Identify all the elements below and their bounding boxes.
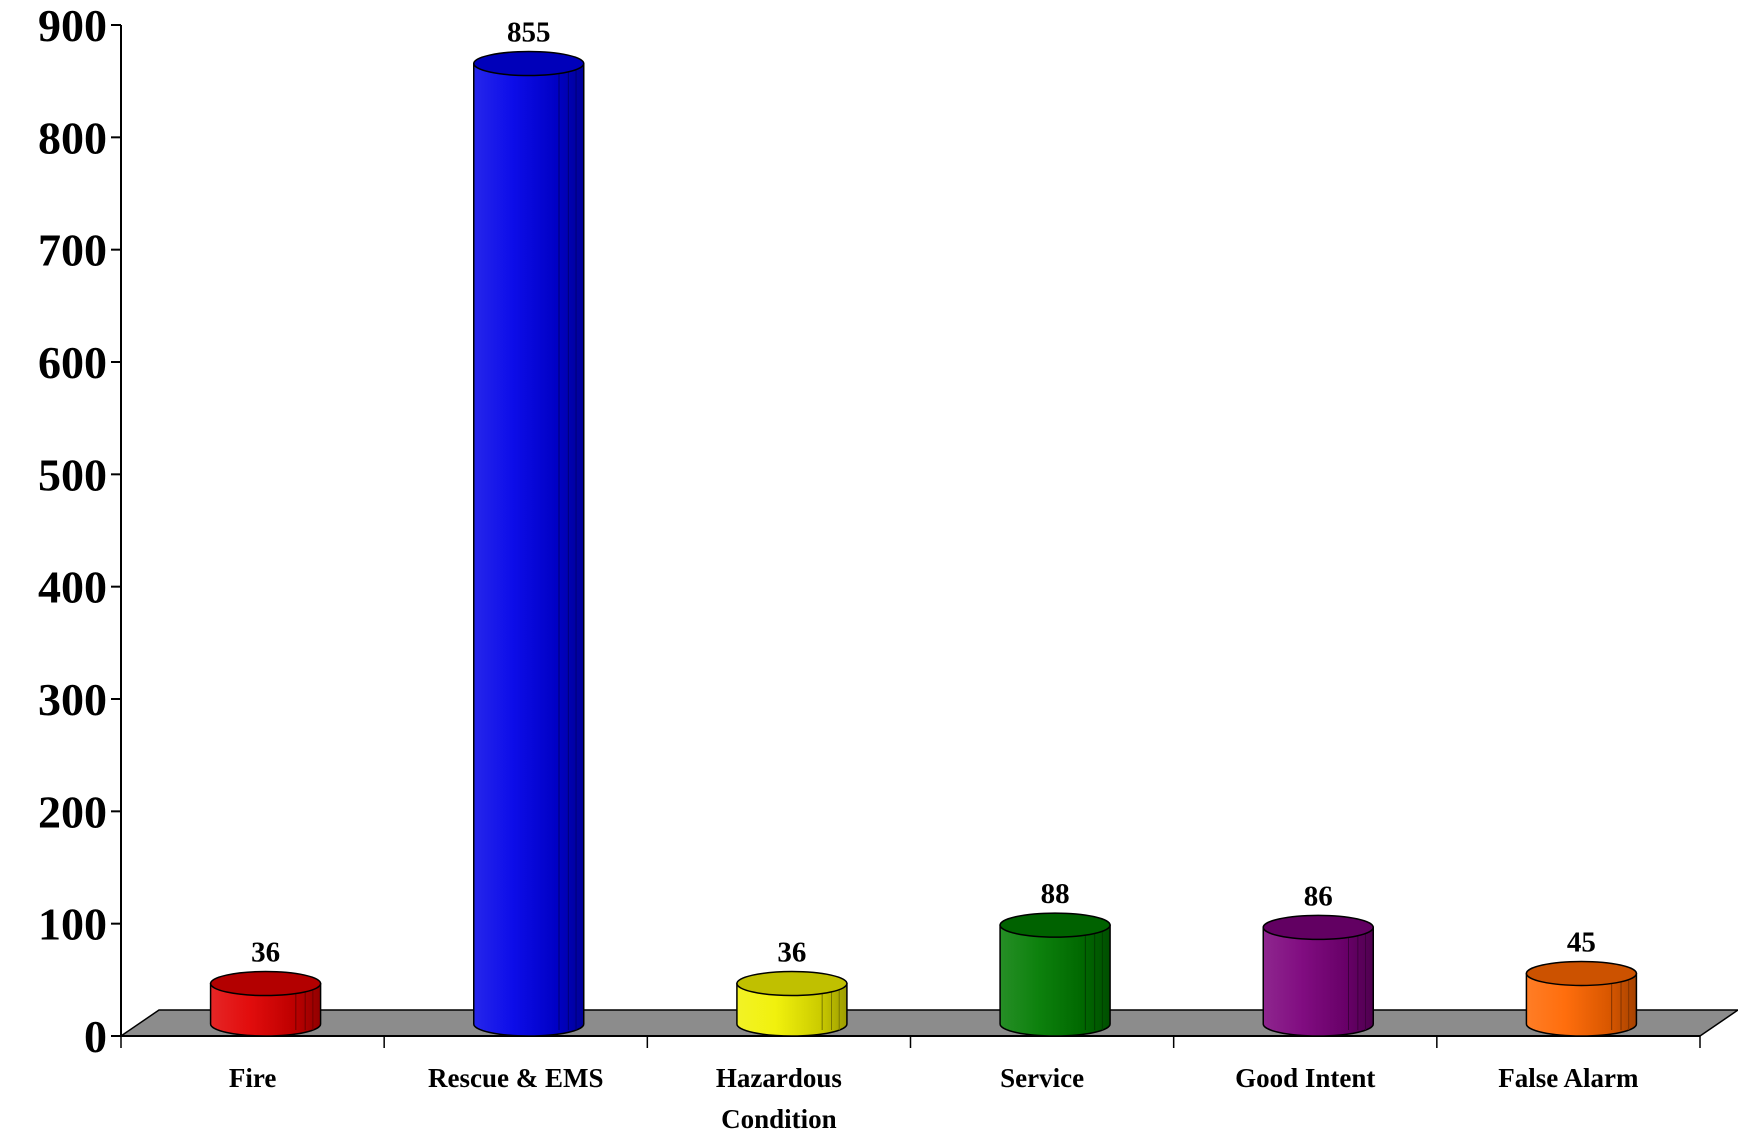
y-tick-label: 400	[38, 562, 107, 613]
bar	[736, 970, 848, 1037]
y-tick-label: 100	[38, 899, 107, 950]
bar	[999, 912, 1111, 1037]
data-label: 45	[1567, 926, 1596, 958]
data-label: 86	[1304, 880, 1333, 912]
x-tick-label: Rescue & EMS	[428, 1063, 603, 1093]
bar-body	[209, 982, 322, 1037]
y-tick-label: 500	[38, 449, 107, 500]
data-label: 88	[1041, 878, 1070, 910]
data-label: 855	[507, 17, 551, 49]
bar-top	[736, 970, 848, 997]
bar-body	[736, 982, 848, 1037]
bar-body	[999, 924, 1111, 1037]
bar-top	[1525, 960, 1638, 987]
data-label: 36	[251, 937, 280, 969]
bar-body	[1525, 972, 1638, 1037]
y-tick-label: 800	[38, 112, 107, 163]
y-tick-label: 600	[38, 337, 107, 388]
y-tick-label: 900	[38, 0, 107, 51]
y-tick-label: 200	[38, 786, 107, 837]
bar-top	[1262, 914, 1374, 941]
bar	[1525, 960, 1638, 1037]
bar	[1262, 914, 1374, 1037]
data-label: 36	[777, 937, 806, 969]
y-tick-label: 0	[84, 1011, 107, 1062]
bar-body	[473, 62, 585, 1037]
bar-top	[473, 50, 585, 77]
x-tick-label: Good Intent	[1235, 1063, 1375, 1093]
bar-body	[1262, 926, 1374, 1037]
chart-floor	[118, 1009, 1738, 1037]
x-tick-label: Service	[1000, 1063, 1084, 1093]
bar	[209, 970, 322, 1037]
y-tick-label: 300	[38, 674, 107, 725]
bar-top	[999, 912, 1111, 938]
x-tick-label: Hazardous	[716, 1063, 842, 1093]
x-tick-label: Condition	[721, 1104, 837, 1134]
y-tick-label: 700	[38, 225, 107, 276]
x-tick-label: False Alarm	[1498, 1063, 1639, 1093]
bar	[473, 50, 585, 1037]
x-tick-label: Fire	[229, 1063, 276, 1093]
bar-top	[209, 970, 322, 997]
